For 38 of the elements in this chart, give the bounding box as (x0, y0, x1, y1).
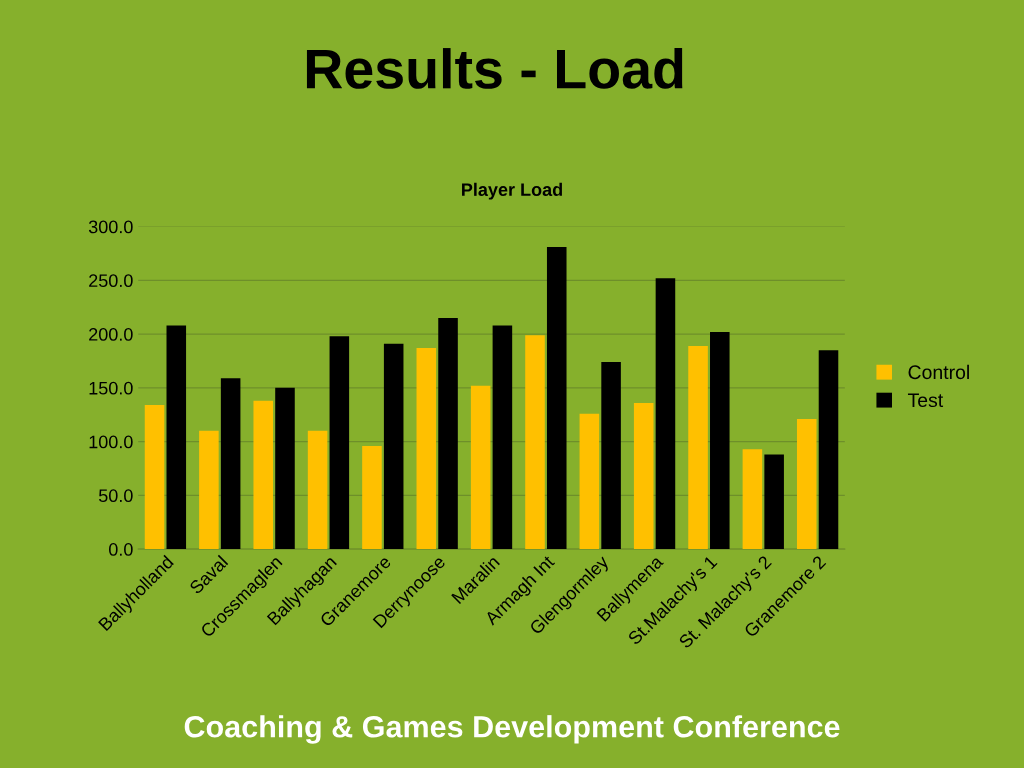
y-tick-label: 50.0 (98, 489, 133, 503)
y-tick-label: 200.0 (89, 328, 133, 341)
text: Coaching & Games Development Conference (184, 715, 840, 744)
bar (416, 348, 437, 550)
legend-label: Test (907, 393, 944, 408)
bar (688, 345, 708, 550)
bar (546, 246, 567, 550)
y-tick-label: 0.0 (108, 543, 133, 556)
bar (144, 405, 165, 550)
bar (579, 413, 600, 550)
bar (796, 419, 817, 550)
bar (220, 378, 241, 550)
bar (601, 362, 621, 550)
bar (275, 387, 295, 550)
bar (329, 336, 350, 550)
bar (253, 400, 274, 550)
bar (633, 402, 654, 550)
bar (362, 445, 382, 550)
legend-label: Control (908, 364, 969, 380)
y-tick-label: 250.0 (89, 274, 133, 288)
bar (710, 331, 730, 550)
bar (470, 385, 491, 550)
chart-subtitle: Player Load (462, 182, 562, 200)
bar (199, 430, 219, 550)
bar (166, 325, 187, 550)
bar (438, 317, 458, 550)
bar (742, 449, 763, 550)
y-tick-label: 150.0 (89, 381, 133, 395)
bar (307, 430, 328, 550)
bar (818, 350, 839, 550)
bar (492, 325, 513, 550)
bar (383, 343, 404, 550)
bar (525, 335, 545, 550)
bar (764, 454, 784, 550)
chart-title: Results - Load (306, 48, 683, 89)
y-tick-label: 300.0 (88, 220, 133, 234)
y-tick-label: 100.0 (89, 435, 133, 449)
bar (655, 278, 676, 550)
